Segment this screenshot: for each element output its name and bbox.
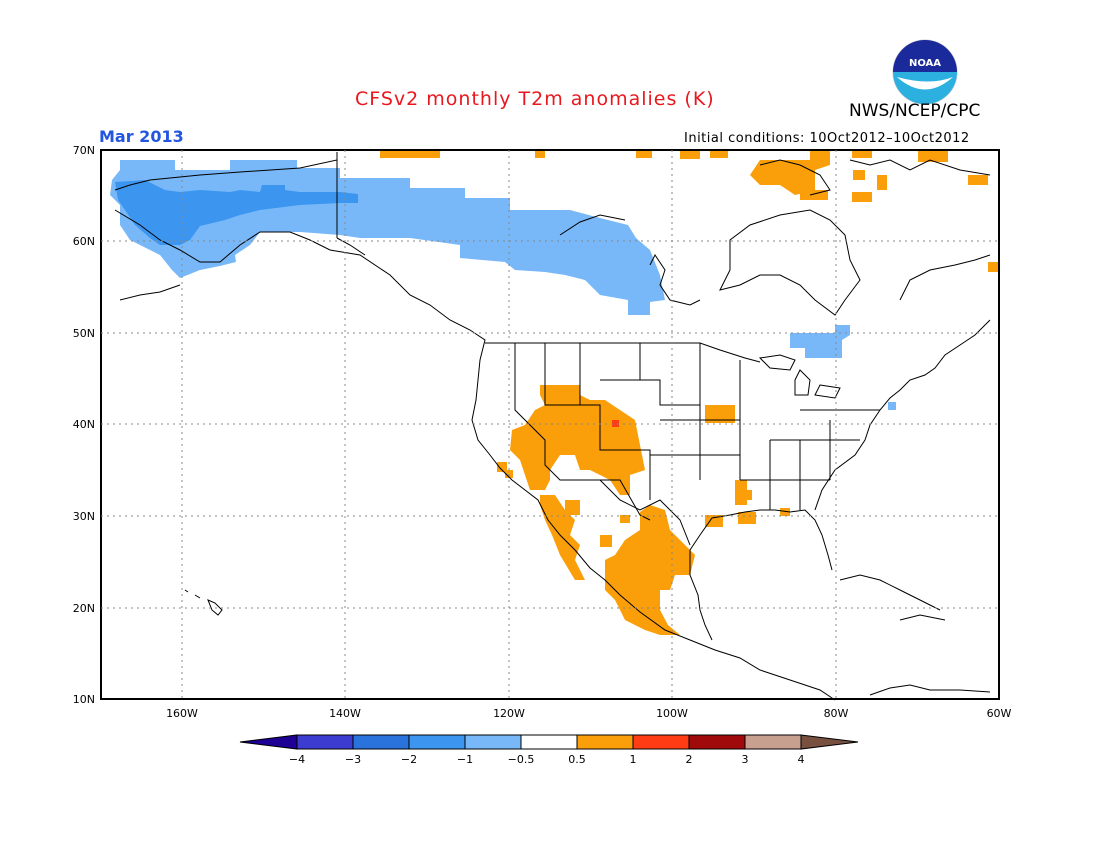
lat-label: 50N (73, 327, 95, 340)
southwest-us-warm (510, 385, 645, 495)
colorbar-swatch (464, 734, 522, 750)
logo-text: NOAA (909, 58, 941, 69)
colorbar-label: 0.5 (568, 753, 586, 766)
lat-label: 10N (73, 693, 95, 706)
colorbar-swatch (352, 734, 410, 750)
lon-label: 120W (493, 707, 525, 720)
graticule (101, 150, 999, 699)
lat-label: 70N (73, 144, 95, 157)
central-us-warm (705, 405, 790, 527)
colorbar-label: −2 (401, 753, 417, 766)
lat-label: 60N (73, 235, 95, 248)
colorbar-swatch (520, 734, 578, 750)
colorbar-label: −3 (345, 753, 361, 766)
agency-label: NWS/NCEP/CPC (849, 101, 981, 121)
colorbar-label: −0.5 (508, 753, 535, 766)
anomaly-shading (110, 150, 998, 635)
mexico-warm (605, 505, 695, 635)
colorbar-label: −1 (457, 753, 473, 766)
lat-label: 40N (73, 418, 95, 431)
colorbar-swatch (688, 734, 746, 750)
colorbar-label: 2 (686, 753, 693, 766)
colorbar-label: −4 (289, 753, 305, 766)
lon-labels: 160W 140W 120W 100W 80W 60W (166, 707, 1011, 720)
alaska-cold-core (115, 180, 358, 245)
lon-label: 80W (824, 707, 849, 720)
lon-label: 100W (656, 707, 688, 720)
colorbar-low-arrow (239, 734, 298, 750)
colorbar-swatch (744, 734, 802, 750)
colorbar-swatch (296, 734, 354, 750)
colorbar-swatch (576, 734, 634, 750)
lat-label: 20N (73, 602, 95, 615)
lon-label: 60W (987, 707, 1012, 720)
lat-labels: 70N 60N 50N 40N 30N 20N 10N (73, 144, 95, 706)
lon-label: 160W (166, 707, 198, 720)
arctic-warm (380, 150, 998, 272)
colorbar-high-arrow (800, 734, 859, 750)
colorbar: −4 −3 −2 −1 −0.5 0.5 1 2 3 4 (239, 734, 859, 766)
lat-label: 30N (73, 510, 95, 523)
coastlines (114, 152, 991, 701)
new-england-cool (888, 402, 896, 410)
map-title: CFSv2 monthly T2m anomalies (K) (355, 88, 715, 110)
colorbar-swatch (632, 734, 690, 750)
lon-label: 140W (329, 707, 361, 720)
forecast-period: Mar 2013 (99, 127, 184, 146)
colorbar-label: 4 (798, 753, 805, 766)
colorbar-label: 3 (742, 753, 749, 766)
northwest-canada-cool (110, 160, 665, 315)
colorbar-swatch (408, 734, 466, 750)
colorado-hot-spot (612, 420, 619, 427)
quebec-cool (790, 325, 850, 358)
initial-conditions: Initial conditions: 10Oct2012–10Oct2012 (684, 131, 970, 146)
colorbar-label: 1 (630, 753, 637, 766)
noaa-logo: NOAA (892, 39, 958, 105)
